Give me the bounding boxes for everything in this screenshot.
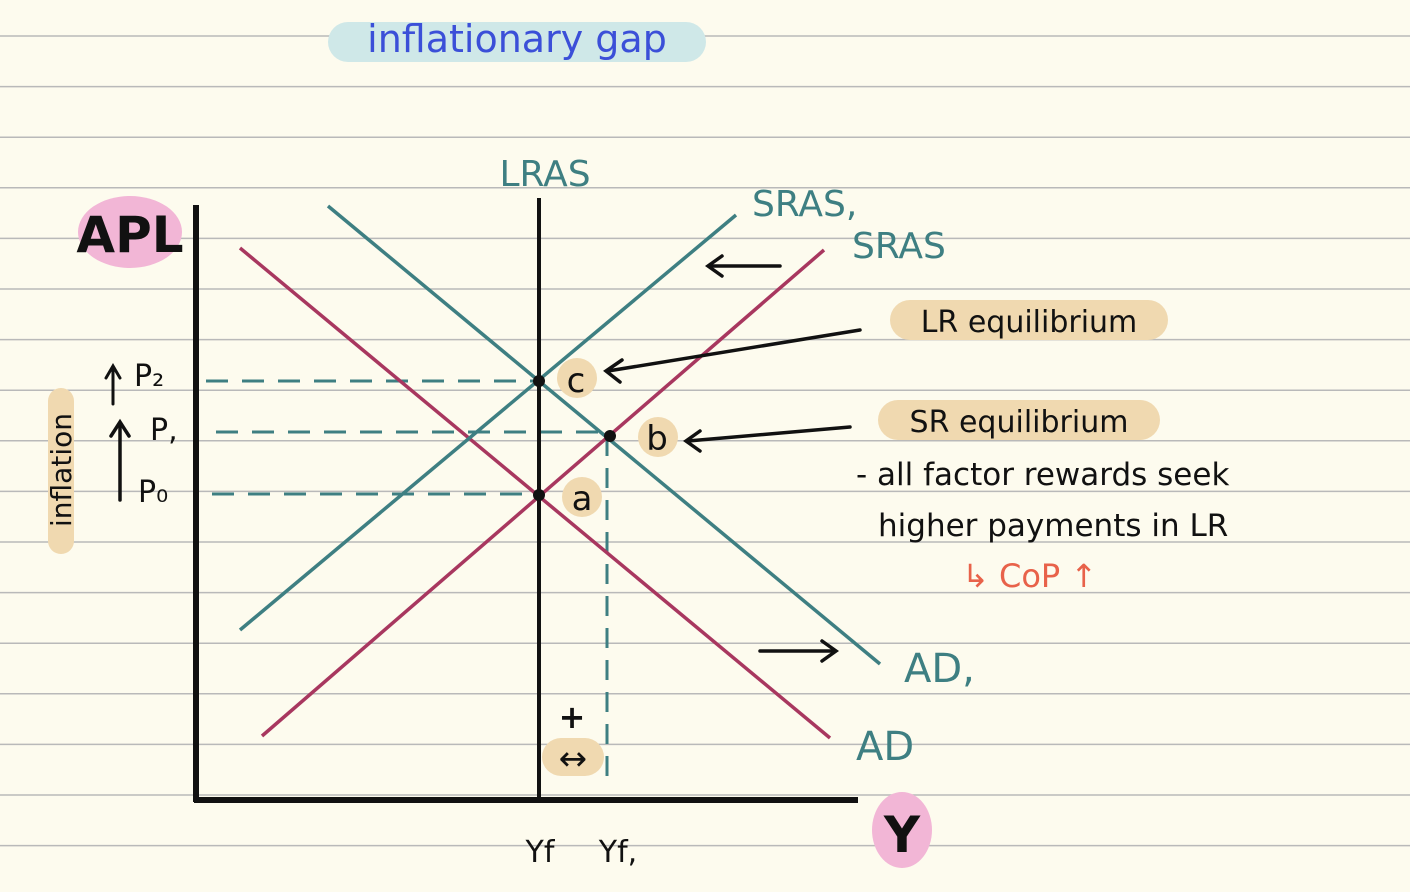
lras-label: LRAS	[499, 154, 590, 195]
inflation-highlight	[48, 388, 74, 554]
ad-shift-arrow	[758, 639, 840, 663]
output-yf: Yf	[525, 835, 556, 870]
sras-label: SRAS	[852, 226, 946, 267]
gap-plus-sign: +	[559, 698, 586, 736]
note-line-2: higher payments in LR	[878, 508, 1228, 544]
point-a-label: a	[572, 479, 593, 519]
inflation-arrow-up-short	[104, 363, 122, 406]
sras1-curve	[238, 213, 738, 632]
point-b-label: b	[646, 419, 668, 459]
ad-label: AD	[856, 724, 914, 770]
title-highlight	[328, 22, 706, 62]
point-c-highlight	[557, 358, 597, 398]
cop-note: ↳ CoP ↑	[962, 557, 1097, 595]
y-highlight	[872, 792, 932, 868]
note-line-1: - all factor rewards seek	[856, 457, 1229, 493]
gap-arrow-highlight	[542, 738, 604, 776]
inflation-label: inflation	[45, 413, 78, 527]
diagram-title: inflationary gap	[367, 17, 667, 61]
point-b-highlight	[638, 417, 678, 457]
lr-equilibrium-highlight	[890, 300, 1168, 340]
point-b-dot	[604, 430, 616, 442]
price-level-p0: P₀	[138, 475, 168, 510]
inflation-arrow-up-long	[109, 418, 131, 502]
ruled-lines	[0, 35, 1410, 847]
y-axis-label: APL	[76, 206, 183, 264]
price-level-p2: P₂	[134, 359, 164, 394]
point-c-label: c	[567, 361, 586, 401]
ad1-label: AD,	[904, 646, 975, 692]
sras1-label: SRAS,	[752, 184, 857, 225]
output-yf1: Yf,	[598, 835, 637, 870]
ad1-curve	[326, 204, 882, 666]
price-level-p1: P,	[150, 413, 178, 448]
sr-equilibrium-label: SR equilibrium	[910, 405, 1129, 440]
lr-equilibrium-arrow	[603, 328, 862, 384]
sr-equilibrium-arrow	[682, 425, 852, 453]
sr-equilibrium-highlight	[878, 400, 1160, 440]
lr-equilibrium-label: LR equilibrium	[921, 305, 1138, 340]
point-a-dot	[533, 489, 545, 501]
point-a-highlight	[562, 477, 602, 517]
x-axis-label: Y	[883, 806, 921, 864]
sras-shift-arrow	[704, 254, 782, 278]
apl-highlight	[78, 196, 182, 268]
gap-double-arrow: ↔	[559, 739, 588, 779]
point-c-dot	[533, 375, 545, 387]
